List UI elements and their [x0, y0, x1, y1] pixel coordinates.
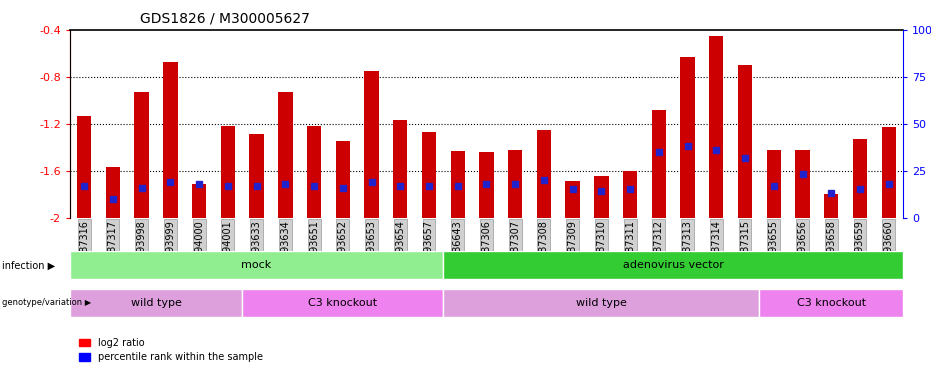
Bar	[681, 57, 695, 217]
Bar	[221, 126, 235, 218]
Bar	[70, 289, 242, 317]
Bar	[134, 92, 149, 218]
Bar	[77, 116, 91, 218]
Bar	[537, 130, 551, 218]
Bar	[335, 141, 350, 218]
Bar	[565, 181, 580, 218]
Bar	[393, 120, 408, 218]
Text: C3 knockout: C3 knockout	[308, 298, 377, 308]
Bar	[709, 36, 723, 218]
Bar	[443, 251, 903, 279]
Bar	[307, 126, 321, 218]
Text: C3 knockout: C3 knockout	[797, 298, 866, 308]
Bar	[652, 110, 666, 218]
Text: genotype/variation ▶: genotype/variation ▶	[2, 298, 91, 307]
Legend: log2 ratio, percentile rank within the sample: log2 ratio, percentile rank within the s…	[74, 334, 267, 366]
Text: wild type: wild type	[576, 298, 627, 308]
Bar	[163, 62, 178, 217]
Bar	[242, 289, 443, 317]
Text: mock: mock	[241, 260, 272, 270]
Bar	[795, 150, 810, 217]
Bar	[422, 132, 436, 218]
Bar	[192, 183, 207, 218]
Bar	[479, 152, 493, 217]
Text: infection ▶: infection ▶	[2, 260, 55, 270]
Bar	[824, 194, 839, 217]
Bar	[882, 127, 896, 218]
Text: wild type: wild type	[130, 298, 182, 308]
Bar	[766, 150, 781, 217]
Bar	[250, 134, 263, 218]
Bar	[451, 151, 465, 217]
Bar	[278, 92, 292, 218]
Text: adenovirus vector: adenovirus vector	[623, 260, 723, 270]
Bar	[623, 171, 638, 217]
Bar	[106, 167, 120, 217]
Bar	[594, 177, 609, 218]
Bar	[738, 65, 752, 218]
Bar	[364, 71, 379, 217]
Text: GDS1826 / M300005627: GDS1826 / M300005627	[140, 11, 309, 25]
Bar	[508, 150, 522, 217]
Bar	[70, 251, 443, 279]
Bar	[443, 289, 760, 317]
Bar	[853, 139, 867, 218]
Bar	[760, 289, 903, 317]
